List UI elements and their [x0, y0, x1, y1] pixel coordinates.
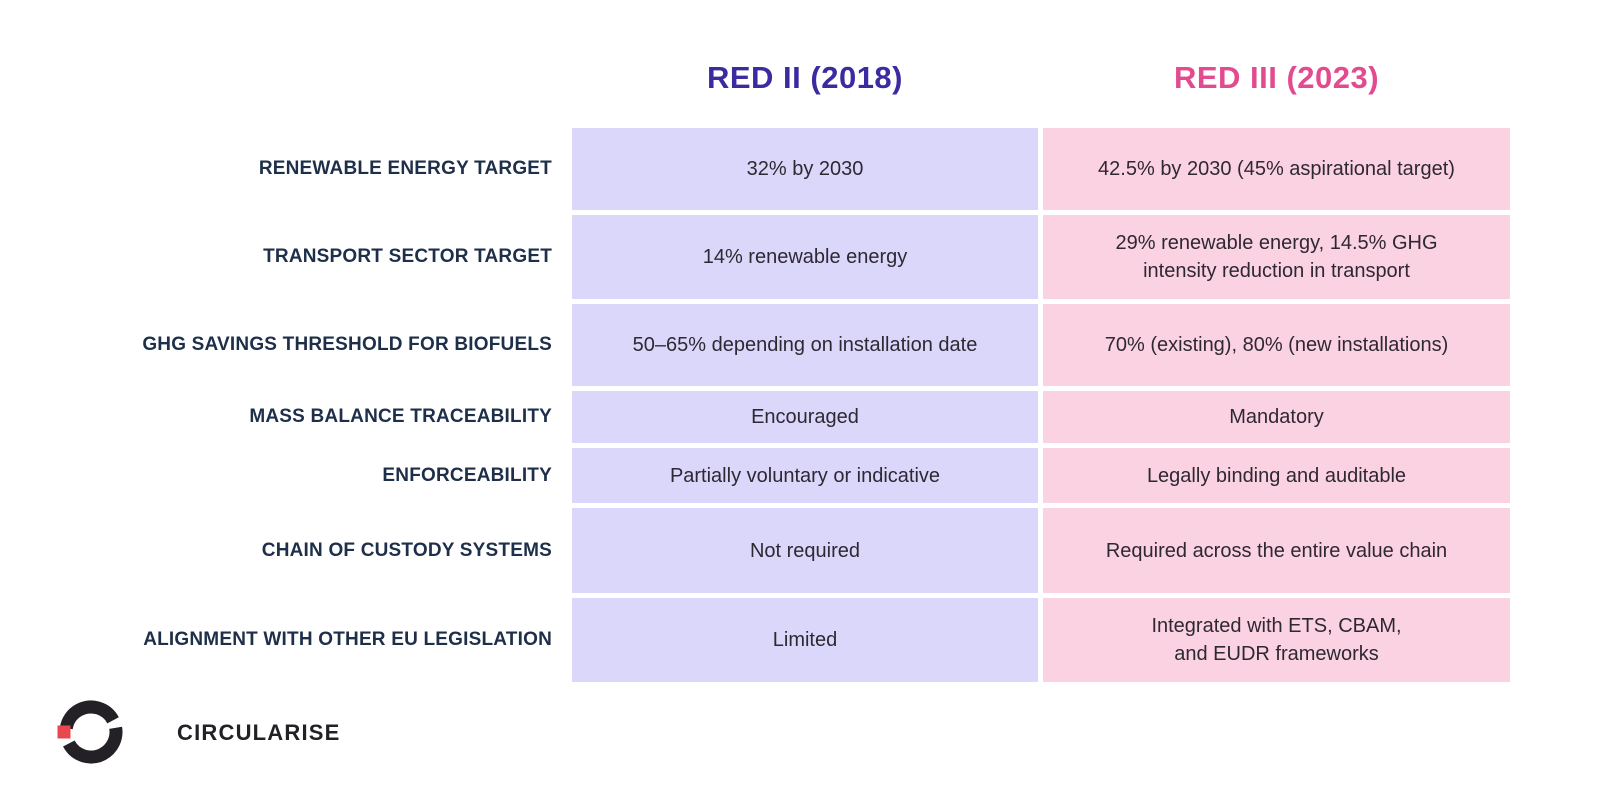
logo-wordmark: CIRCULARISE: [177, 720, 341, 745]
row-label: ALIGNMENT WITH OTHER EU LEGISLATION: [143, 629, 552, 651]
red3-cell: 70% (existing), 80% (new installations): [1043, 304, 1510, 386]
comparison-table: RENEWABLE ENERGY TARGET 32% by 2030 42.5…: [0, 128, 1510, 682]
row-label: MASS BALANCE TRACEABILITY: [249, 406, 552, 428]
row-label: RENEWABLE ENERGY TARGET: [258, 158, 552, 180]
red2-cell: Not required: [572, 508, 1038, 593]
red2-cell: Limited: [572, 598, 1038, 682]
circularise-ring-icon: [57, 700, 123, 764]
red2-cell: 32% by 2030: [572, 128, 1038, 210]
red3-cell: Integrated with ETS, CBAM, and EUDR fram…: [1043, 598, 1510, 682]
circularise-logo: CIRCULARISE: [57, 700, 479, 768]
red3-cell: Mandatory: [1043, 391, 1510, 443]
red2-cell: Encouraged: [572, 391, 1038, 443]
red2-cell: Partially voluntary or indicative: [572, 448, 1038, 503]
red2-column-header: RED II (2018): [706, 60, 903, 95]
red3-cell: 42.5% by 2030 (45% aspirational target): [1043, 128, 1510, 210]
row-label: GHG SAVINGS THRESHOLD FOR BIOFUELS: [142, 334, 552, 356]
row-label: TRANSPORT SECTOR TARGET: [263, 246, 552, 268]
row-label: ENFORCEABILITY: [382, 464, 552, 486]
red3-cell: Required across the entire value chain: [1043, 508, 1510, 593]
row-label: CHAIN OF CUSTODY SYSTEMS: [261, 539, 552, 561]
red3-column-header: RED III (2023): [1173, 60, 1380, 95]
red2-cell: 14% renewable energy: [572, 215, 1038, 299]
red2-cell: 50–65% depending on installation date: [572, 304, 1038, 386]
red3-cell: Legally binding and auditable: [1043, 448, 1510, 503]
red3-cell: 29% renewable energy, 14.5% GHG intensit…: [1043, 215, 1510, 299]
